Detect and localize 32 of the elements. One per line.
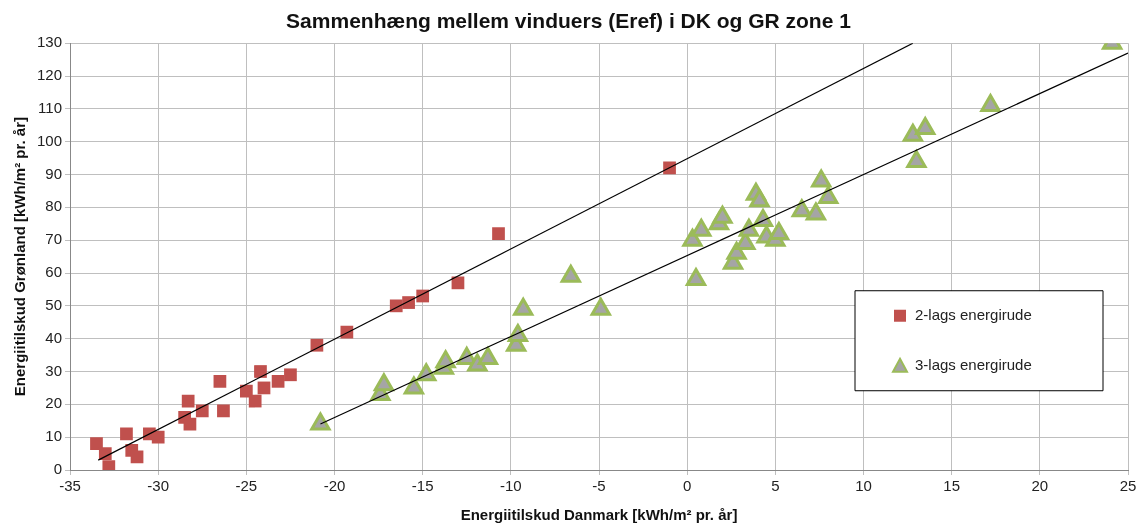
legend-label: 3-lags energirude [915,355,1032,373]
x-tick-label: 10 [855,477,872,495]
x-tick-label: -10 [500,477,522,495]
y-tick-label: 90 [45,164,63,182]
x-tick-label: -20 [323,477,346,495]
x-tick-label: 0 [683,477,692,495]
x-tick-label: -35 [59,477,81,495]
y-tick-label: 60 [45,263,63,281]
chart-title: Sammenhæng mellem vinduers (Eref) i DK og GR zone 1 [286,9,852,33]
y-tick-label: 40 [45,328,63,346]
x-tick-label: 15 [943,477,961,495]
x-tick-label: -25 [235,477,258,495]
legend-label: 2-lags energirude [915,305,1032,323]
y-tick-label: 130 [37,33,63,51]
y-tick-label: 10 [45,427,63,445]
x-tick-label: 5 [771,477,780,495]
y-tick-label: 0 [53,460,63,478]
y-tick-label: 30 [45,361,63,379]
y-tick-label: 100 [37,131,63,149]
y-tick-label: 120 [37,66,63,84]
y-axis-title: Energiitilskud Grønland [kWh/m² pr. år] [11,117,29,397]
y-tick-label: 80 [45,197,63,215]
x-tick-label: -15 [411,477,434,495]
x-tick-label: 25 [1119,477,1137,495]
x-tick-label: 20 [1031,477,1049,495]
y-tick-label: 70 [45,230,63,248]
y-tick-label: 20 [45,394,63,412]
x-tick-label: -30 [147,477,170,495]
x-axis-title: Energiitilskud Danmark [kWh/m² pr. år] [460,506,738,524]
y-tick-label: 50 [45,295,63,313]
y-tick-label: 110 [38,99,63,116]
x-tick-label: -5 [592,477,606,495]
